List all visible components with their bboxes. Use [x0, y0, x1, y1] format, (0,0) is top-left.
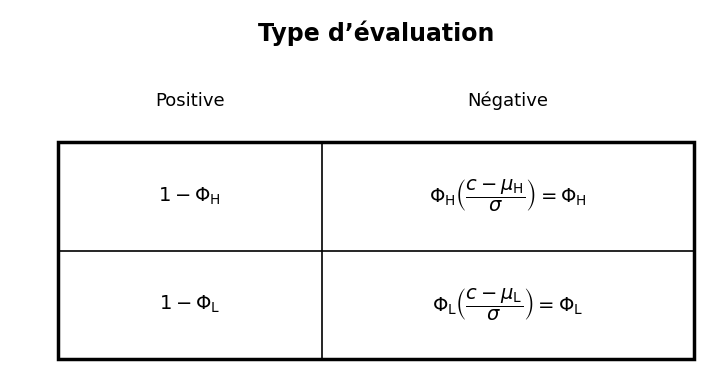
- Text: Positive: Positive: [155, 92, 225, 110]
- Text: Négative: Négative: [468, 92, 549, 110]
- Text: Type d’évaluation: Type d’évaluation: [258, 21, 494, 46]
- Text: $\Phi_{\mathrm{H}}\left(\dfrac{c - \mu_{\mathrm{H}}}{\sigma}\right) = \Phi_{\mat: $\Phi_{\mathrm{H}}\left(\dfrac{c - \mu_{…: [429, 178, 587, 214]
- Bar: [58, 142, 694, 359]
- Bar: [58, 142, 694, 359]
- Text: $\Phi_{\mathrm{L}}\left(\dfrac{c - \mu_{\mathrm{L}}}{\sigma}\right) = \Phi_{\mat: $\Phi_{\mathrm{L}}\left(\dfrac{c - \mu_{…: [432, 287, 583, 323]
- Text: $1 - \Phi_{\mathrm{L}}$: $1 - \Phi_{\mathrm{L}}$: [159, 294, 221, 315]
- Text: $1 - \Phi_{\mathrm{H}}$: $1 - \Phi_{\mathrm{H}}$: [158, 186, 221, 207]
